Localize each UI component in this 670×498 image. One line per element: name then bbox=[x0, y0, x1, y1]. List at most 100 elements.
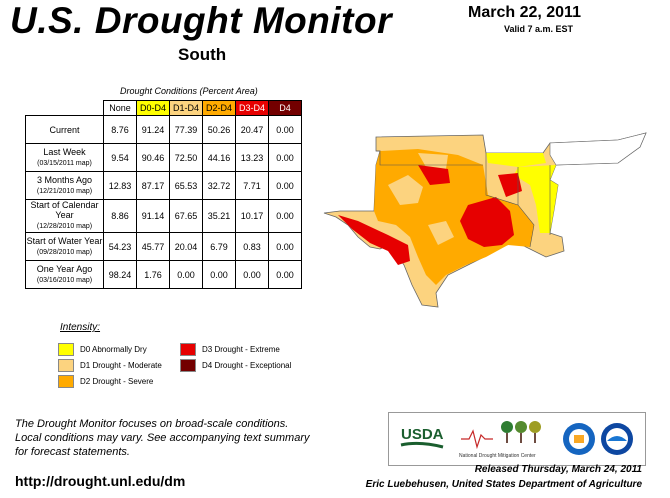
noaa-logo-icon bbox=[601, 423, 633, 455]
legend-swatch bbox=[180, 359, 196, 372]
table-row: Last Week (03/15/2011 map) 9.54 90.46 72.… bbox=[25, 143, 302, 172]
table-row: Start of Calendar Year (12/28/2010 map) 8… bbox=[25, 199, 302, 233]
table-cell: 20.47 bbox=[235, 115, 269, 144]
table-cell: 45.77 bbox=[136, 232, 170, 261]
author-credit: Eric Luebehusen, United States Departmen… bbox=[365, 479, 642, 490]
col-d4: D4 bbox=[268, 100, 302, 116]
map-d3-area bbox=[338, 215, 410, 265]
table-row: 3 Months Ago (12/21/2010 map) 12.83 87.17… bbox=[25, 171, 302, 200]
table-corner bbox=[26, 101, 104, 116]
table-cell: 0.00 bbox=[268, 143, 302, 172]
row-label: Current bbox=[25, 115, 104, 144]
ndmc-logo: National Drought Mitigation Center bbox=[459, 421, 541, 459]
legend-item-d1: D1 Drought - Moderate bbox=[58, 359, 162, 372]
col-d1-d4: D1-D4 bbox=[169, 100, 203, 116]
row-label: 3 Months Ago (12/21/2010 map) bbox=[25, 171, 104, 200]
legend-item-d2: D2 Drought - Severe bbox=[58, 375, 153, 388]
valid-time: Valid 7 a.m. EST bbox=[504, 24, 574, 34]
table-cell: 91.24 bbox=[136, 115, 170, 144]
doc-seal-icon bbox=[563, 423, 595, 455]
table-cell: 50.26 bbox=[202, 115, 236, 144]
svg-text:USDA: USDA bbox=[401, 426, 444, 443]
usda-logo: USDA bbox=[400, 426, 444, 449]
table-cell: 0.00 bbox=[268, 260, 302, 289]
legend-item-d3: D3 Drought - Extreme bbox=[180, 343, 280, 356]
legend-item-d4: D4 Drought - Exceptional bbox=[180, 359, 291, 372]
map-d3-area bbox=[418, 165, 450, 185]
table-cell: 20.04 bbox=[169, 232, 203, 261]
map-d0-area bbox=[514, 165, 558, 233]
table-cell: 44.16 bbox=[202, 143, 236, 172]
table-cell: 35.21 bbox=[202, 199, 236, 233]
table-cell: 77.39 bbox=[169, 115, 203, 144]
table-header-row: None D0-D4 D1-D4 D2-D4 D3-D4 D4 bbox=[26, 100, 302, 116]
legend-title: Intensity: bbox=[60, 322, 101, 333]
map-date: March 22, 2011 bbox=[468, 4, 581, 21]
svg-text:National Drought Mitigation Ce: National Drought Mitigation Center bbox=[459, 453, 536, 459]
col-d3-d4: D3-D4 bbox=[235, 100, 269, 116]
legend-label: D2 Drought - Severe bbox=[80, 377, 154, 386]
col-d2-d4: D2-D4 bbox=[202, 100, 236, 116]
legend-label: D3 Drought - Extreme bbox=[202, 345, 280, 354]
table-cell: 98.24 bbox=[103, 260, 137, 289]
table-row: One Year Ago (03/16/2010 map) 98.24 1.76 … bbox=[25, 260, 302, 289]
state-lines bbox=[376, 150, 551, 248]
legend-swatch bbox=[58, 359, 74, 372]
row-label: Last Week (03/15/2011 map) bbox=[25, 143, 104, 172]
table-cell: 90.46 bbox=[136, 143, 170, 172]
map-none-area bbox=[549, 132, 647, 166]
map-d0-area bbox=[486, 153, 546, 167]
table-cell: 65.53 bbox=[169, 171, 203, 200]
drought-url-link[interactable]: http://drought.unl.edu/dm bbox=[15, 473, 186, 489]
legend-label: D1 Drought - Moderate bbox=[80, 361, 162, 370]
row-label: Start of Calendar Year (12/28/2010 map) bbox=[25, 199, 104, 233]
legend-label: D0 Abnormally Dry bbox=[80, 345, 147, 354]
table-cell: 8.76 bbox=[103, 115, 137, 144]
table-cell: 12.83 bbox=[103, 171, 137, 200]
drought-map bbox=[323, 132, 647, 308]
table-cell: 1.76 bbox=[136, 260, 170, 289]
map-d3-area bbox=[460, 197, 514, 247]
table-cell: 13.23 bbox=[235, 143, 269, 172]
legend-item-d0: D0 Abnormally Dry bbox=[58, 343, 147, 356]
legend-swatch bbox=[58, 343, 74, 356]
legend-label: D4 Drought - Exceptional bbox=[202, 361, 292, 370]
disclaimer-note: The Drought Monitor focuses on broad-sca… bbox=[15, 418, 310, 458]
release-date: Released Thursday, March 24, 2011 bbox=[474, 464, 642, 475]
col-none: None bbox=[103, 100, 137, 116]
legend-swatch bbox=[58, 375, 74, 388]
table-cell: 6.79 bbox=[202, 232, 236, 261]
table-cell: 0.00 bbox=[202, 260, 236, 289]
drought-table: None D0-D4 D1-D4 D2-D4 D3-D4 D4 Current … bbox=[25, 100, 302, 289]
table-cell: 10.17 bbox=[235, 199, 269, 233]
table-cell: 91.14 bbox=[136, 199, 170, 233]
row-label: One Year Ago (03/16/2010 map) bbox=[25, 260, 104, 289]
table-caption: Drought Conditions (Percent Area) bbox=[120, 86, 258, 96]
region-label: South bbox=[178, 45, 227, 64]
table-row: Current 8.76 91.24 77.39 50.26 20.47 0.0… bbox=[25, 115, 302, 144]
table-cell: 67.65 bbox=[169, 199, 203, 233]
table-cell: 0.00 bbox=[169, 260, 203, 289]
table-cell: 0.00 bbox=[235, 260, 269, 289]
table-cell: 54.23 bbox=[103, 232, 137, 261]
table-cell: 0.00 bbox=[268, 171, 302, 200]
table-cell: 9.54 bbox=[103, 143, 137, 172]
row-label: Start of Water Year (09/28/2010 map) bbox=[25, 232, 104, 261]
table-cell: 8.86 bbox=[103, 199, 137, 233]
table-cell: 0.83 bbox=[235, 232, 269, 261]
table-cell: 7.71 bbox=[235, 171, 269, 200]
table-cell: 0.00 bbox=[268, 115, 302, 144]
table-cell: 32.72 bbox=[202, 171, 236, 200]
table-cell: 0.00 bbox=[268, 199, 302, 233]
table-row: Start of Water Year (09/28/2010 map) 54.2… bbox=[25, 232, 302, 261]
table-cell: 0.00 bbox=[268, 232, 302, 261]
table-cell: 87.17 bbox=[136, 171, 170, 200]
sponsor-logos: USDA National Drought Mitigation Center bbox=[388, 412, 646, 466]
map-d3-area bbox=[498, 173, 522, 197]
page-title: U.S. Drought Monitor bbox=[10, 0, 392, 41]
map-d1-area bbox=[428, 221, 454, 245]
legend-swatch bbox=[180, 343, 196, 356]
table-cell: 72.50 bbox=[169, 143, 203, 172]
map-d1-area bbox=[388, 175, 423, 205]
col-d0-d4: D0-D4 bbox=[136, 100, 170, 116]
